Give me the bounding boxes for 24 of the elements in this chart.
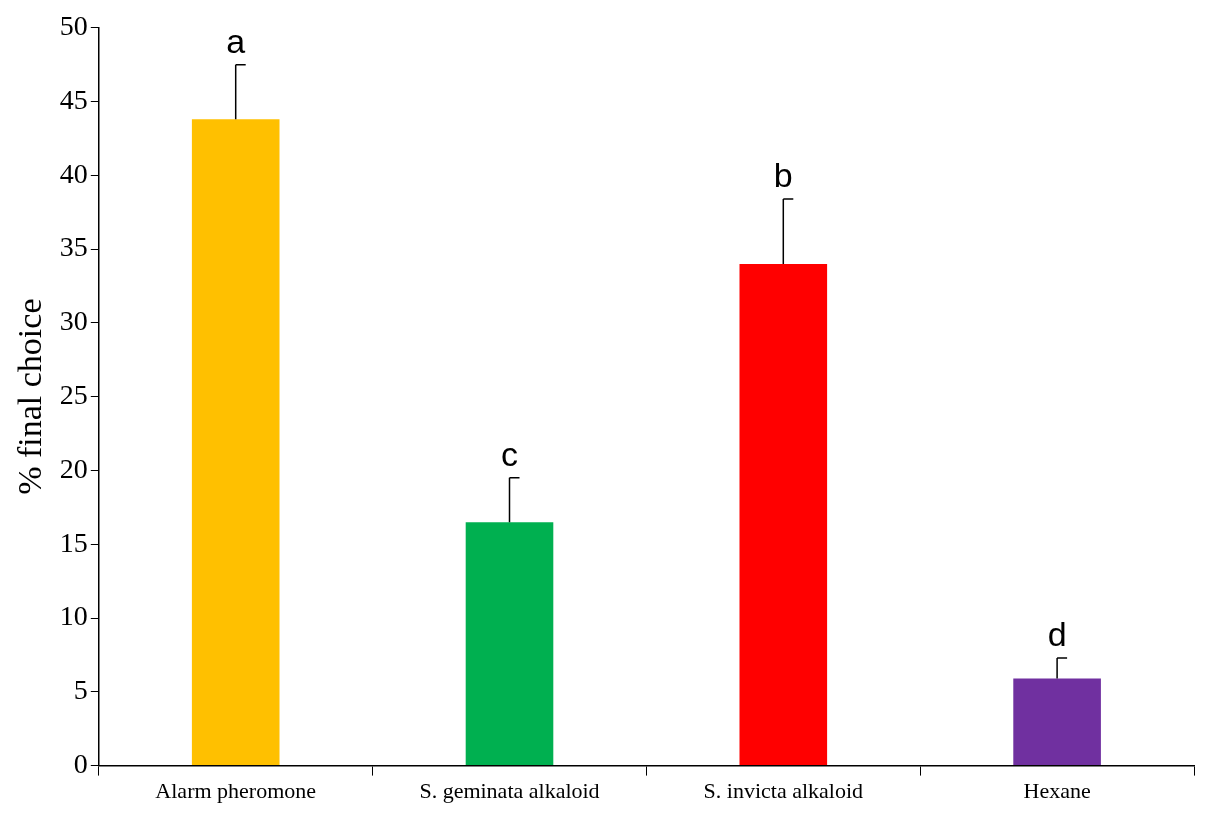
x-tick-label: Alarm pheromone	[155, 777, 317, 803]
x-tick-label: S. geminata alkaloid	[419, 777, 600, 803]
y-tick-label: 45	[59, 83, 88, 115]
bar	[465, 522, 554, 766]
y-tick-label: 50	[59, 10, 88, 42]
y-tick-label: 10	[59, 600, 88, 632]
y-tick-label: 20	[59, 452, 88, 484]
annotation: c	[501, 435, 518, 474]
bar	[739, 263, 828, 766]
annotation: a	[226, 22, 246, 61]
y-tick-label: 30	[59, 305, 88, 337]
annotation: d	[1047, 615, 1067, 654]
x-tick-label: Hexane	[1023, 777, 1091, 803]
bar	[191, 119, 280, 766]
annotation: b	[773, 156, 793, 195]
y-tick-label: 15	[59, 526, 88, 558]
x-tick-label: S. invicta alkaloid	[703, 777, 864, 803]
y-tick-label: 40	[59, 157, 88, 189]
y-tick-label: 0	[73, 747, 88, 779]
y-tick-label: 25	[59, 379, 88, 411]
y-tick-label: 35	[59, 231, 88, 263]
bar	[1013, 678, 1101, 766]
y-tick-label: 5	[73, 674, 88, 706]
y-axis-title: % final choice	[11, 298, 49, 495]
